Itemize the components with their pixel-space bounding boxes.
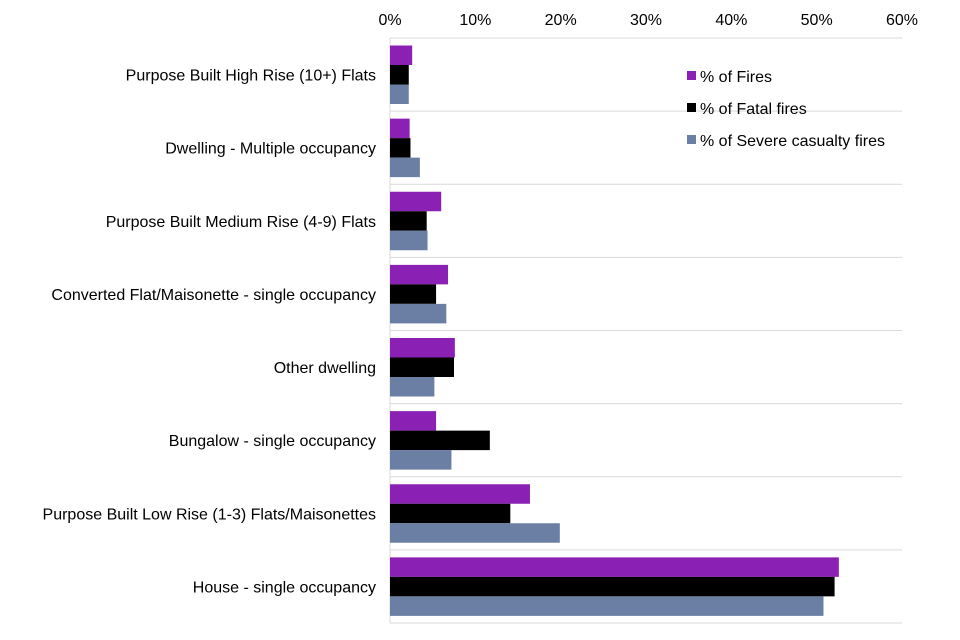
bar-of-fires	[390, 45, 413, 65]
category-label: Bungalow - single occupancy	[169, 433, 376, 450]
bar-of-fatal-fires	[390, 65, 409, 85]
bar-of-severe-casualty-fires	[390, 450, 452, 470]
x-tick-label: 50%	[801, 12, 833, 29]
x-axis-ticks: 0% 10% 20% 30% 40% 50% 60%	[378, 12, 918, 29]
bar-of-fatal-fires	[390, 211, 427, 231]
bar-of-severe-casualty-fires	[390, 84, 409, 104]
bar-of-fires	[390, 338, 455, 358]
bar-of-severe-casualty-fires	[390, 596, 824, 616]
bar-of-fatal-fires	[390, 576, 835, 597]
x-tick-label: 60%	[886, 12, 918, 29]
category-label: Purpose Built High Rise (10+) Flats	[126, 68, 376, 85]
bars	[390, 45, 839, 616]
x-tick-label: 0%	[378, 12, 401, 29]
bar-of-fires	[390, 264, 449, 285]
legend-label: % of Severe casualty fires	[700, 133, 885, 150]
category-label: Purpose Built Medium Rise (4-9) Flats	[106, 214, 376, 231]
category-label: Other dwelling	[274, 360, 376, 377]
bar-of-severe-casualty-fires	[390, 523, 560, 543]
bar-of-severe-casualty-fires	[390, 377, 435, 397]
x-tick-label: 20%	[545, 12, 577, 29]
bar-of-fires	[390, 118, 410, 139]
bar-of-fires	[390, 484, 530, 504]
bar-of-fatal-fires	[390, 430, 490, 451]
category-separators	[390, 37, 902, 624]
x-tick-label: 30%	[630, 12, 662, 29]
category-label: House - single occupancy	[193, 579, 376, 596]
bar-of-fatal-fires	[390, 357, 454, 377]
bar-of-fires	[390, 191, 442, 212]
category-labels: Purpose Built High Rise (10+) Flats Dwell…	[43, 68, 376, 597]
legend-swatch	[687, 135, 696, 144]
category-label: Converted Flat/Maisonette - single occup…	[51, 287, 376, 304]
legend-swatch	[687, 103, 696, 112]
legend: % of Fires % of Fatal fires % of Severe ca…	[687, 69, 885, 150]
bar-of-fatal-fires	[390, 138, 411, 158]
bar-of-fires	[390, 411, 437, 431]
bar-of-fatal-fires	[390, 503, 511, 524]
x-tick-label: 40%	[715, 12, 747, 29]
bar-of-fatal-fires	[390, 284, 437, 304]
legend-label: % of Fatal fires	[700, 101, 807, 118]
legend-swatch	[687, 71, 696, 80]
category-label: Dwelling - Multiple occupancy	[165, 141, 376, 158]
category-label: Purpose Built Low Rise (1-3) Flats/Maiso…	[43, 506, 376, 523]
legend-label: % of Fires	[700, 69, 772, 86]
bar-of-severe-casualty-fires	[390, 157, 420, 178]
bar-of-severe-casualty-fires	[390, 303, 447, 324]
bar-of-fires	[390, 557, 839, 577]
bar-of-severe-casualty-fires	[390, 230, 428, 251]
x-tick-label: 10%	[459, 12, 491, 29]
